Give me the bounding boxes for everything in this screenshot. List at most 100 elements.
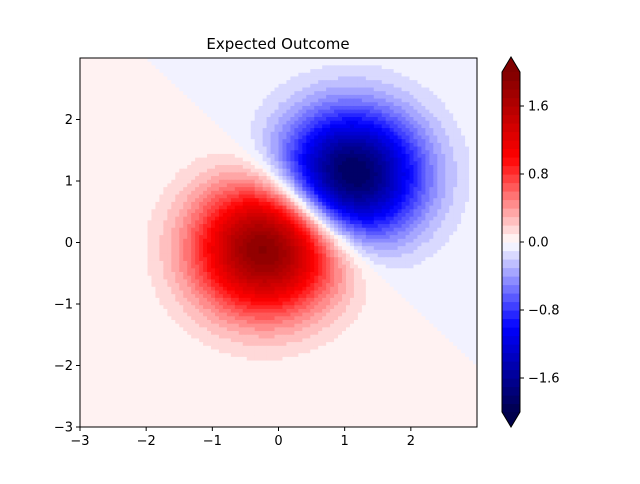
heatmap-cell — [381, 205, 387, 210]
heatmap-cell — [266, 105, 272, 111]
heatmap-cell — [342, 153, 347, 159]
heatmap-cell — [242, 72, 248, 78]
heatmap-cell — [143, 209, 149, 214]
heatmap-cell — [226, 165, 232, 170]
heatmap-cell — [469, 227, 474, 233]
heatmap-cell — [365, 220, 371, 225]
heatmap-cell — [361, 113, 367, 118]
heatmap-cell — [365, 183, 371, 188]
heatmap-cell — [179, 201, 184, 207]
heatmap-cell — [151, 150, 157, 155]
heatmap-cell — [425, 153, 430, 159]
heatmap-cell — [437, 220, 442, 225]
heatmap-cell — [163, 80, 168, 85]
heatmap-cell — [218, 187, 224, 192]
heatmap-cell — [353, 120, 359, 126]
heatmap-cell — [338, 72, 343, 78]
heatmap-cell — [310, 135, 315, 140]
heatmap-cell — [80, 176, 85, 181]
heatmap-cell — [357, 161, 363, 166]
heatmap-cell — [330, 194, 335, 199]
heatmap-cell — [107, 124, 113, 129]
heatmap-cell — [234, 179, 240, 185]
heatmap-cell — [226, 87, 232, 92]
heatmap-cell — [99, 94, 105, 100]
heatmap-cell — [365, 131, 371, 137]
heatmap-cell — [437, 80, 442, 85]
heatmap-cell — [342, 128, 347, 133]
heatmap-cell — [389, 91, 395, 96]
heatmap-cell — [306, 61, 311, 66]
heatmap-cell — [103, 72, 109, 78]
heatmap-cell — [91, 227, 97, 233]
heatmap-cell — [397, 220, 403, 225]
heatmap-cell — [207, 153, 212, 159]
heatmap-cell — [262, 238, 268, 244]
heatmap-cell — [429, 205, 434, 210]
heatmap-cell — [461, 187, 466, 192]
heatmap-cell — [147, 187, 153, 192]
heatmap-cell — [409, 161, 415, 166]
heatmap-cell — [203, 94, 208, 100]
heatmap-cell — [429, 58, 434, 63]
heatmap-cell — [473, 61, 477, 66]
heatmap-cell — [266, 87, 272, 92]
heatmap-cell — [214, 94, 220, 100]
heatmap-cell — [393, 113, 399, 118]
heatmap-cell — [214, 205, 220, 210]
heatmap-cell — [135, 113, 141, 118]
heatmap-cell — [349, 235, 355, 240]
heatmap-cell — [437, 135, 442, 140]
heatmap-cell — [345, 231, 351, 236]
heatmap-cell — [286, 161, 292, 166]
heatmap-cell — [369, 227, 375, 233]
heatmap-cell — [413, 161, 419, 166]
heatmap-cell — [238, 117, 244, 122]
heatmap-cell — [238, 94, 244, 100]
heatmap-cell — [266, 187, 272, 192]
heatmap-cell — [91, 105, 97, 111]
heatmap-cell — [238, 135, 244, 140]
heatmap-cell — [218, 65, 224, 70]
heatmap-cell — [465, 120, 470, 126]
heatmap-cell — [139, 238, 145, 244]
heatmap-cell — [417, 80, 423, 85]
heatmap-cell — [349, 113, 355, 118]
heatmap-cell — [191, 61, 196, 66]
heatmap-cell — [397, 124, 403, 129]
heatmap-cell — [87, 168, 93, 173]
heatmap-cell — [246, 194, 252, 199]
heatmap-cell — [246, 65, 252, 70]
heatmap-cell — [409, 72, 415, 78]
heatmap-cell — [298, 153, 303, 159]
heatmap-cell — [159, 212, 164, 218]
heatmap-cell — [139, 190, 145, 196]
heatmap-cell — [195, 69, 200, 74]
heatmap-cell — [298, 124, 303, 129]
heatmap-cell — [99, 165, 105, 170]
heatmap-cell — [183, 153, 188, 159]
heatmap-cell — [103, 224, 109, 229]
heatmap-cell — [393, 238, 399, 244]
heatmap-cell — [322, 216, 327, 221]
heatmap-cell — [413, 94, 419, 100]
heatmap-cell — [80, 105, 85, 111]
heatmap-cell — [282, 72, 288, 78]
heatmap-cell — [453, 139, 458, 144]
heatmap-cell — [155, 102, 160, 107]
heatmap-cell — [127, 58, 133, 63]
heatmap-cell — [87, 131, 93, 137]
heatmap-cell — [353, 161, 359, 166]
heatmap-cell — [155, 176, 160, 181]
heatmap-cell — [373, 146, 379, 151]
heatmap-cell — [425, 238, 430, 244]
heatmap-cell — [326, 212, 331, 218]
heatmap-cell — [87, 153, 93, 159]
heatmap-cell — [187, 128, 192, 133]
heatmap-cell — [278, 161, 284, 166]
heatmap-cell — [401, 224, 407, 229]
heatmap-cell — [294, 58, 299, 63]
heatmap-cell — [242, 105, 248, 111]
heatmap-cell — [373, 216, 379, 221]
heatmap-cell — [242, 113, 248, 118]
